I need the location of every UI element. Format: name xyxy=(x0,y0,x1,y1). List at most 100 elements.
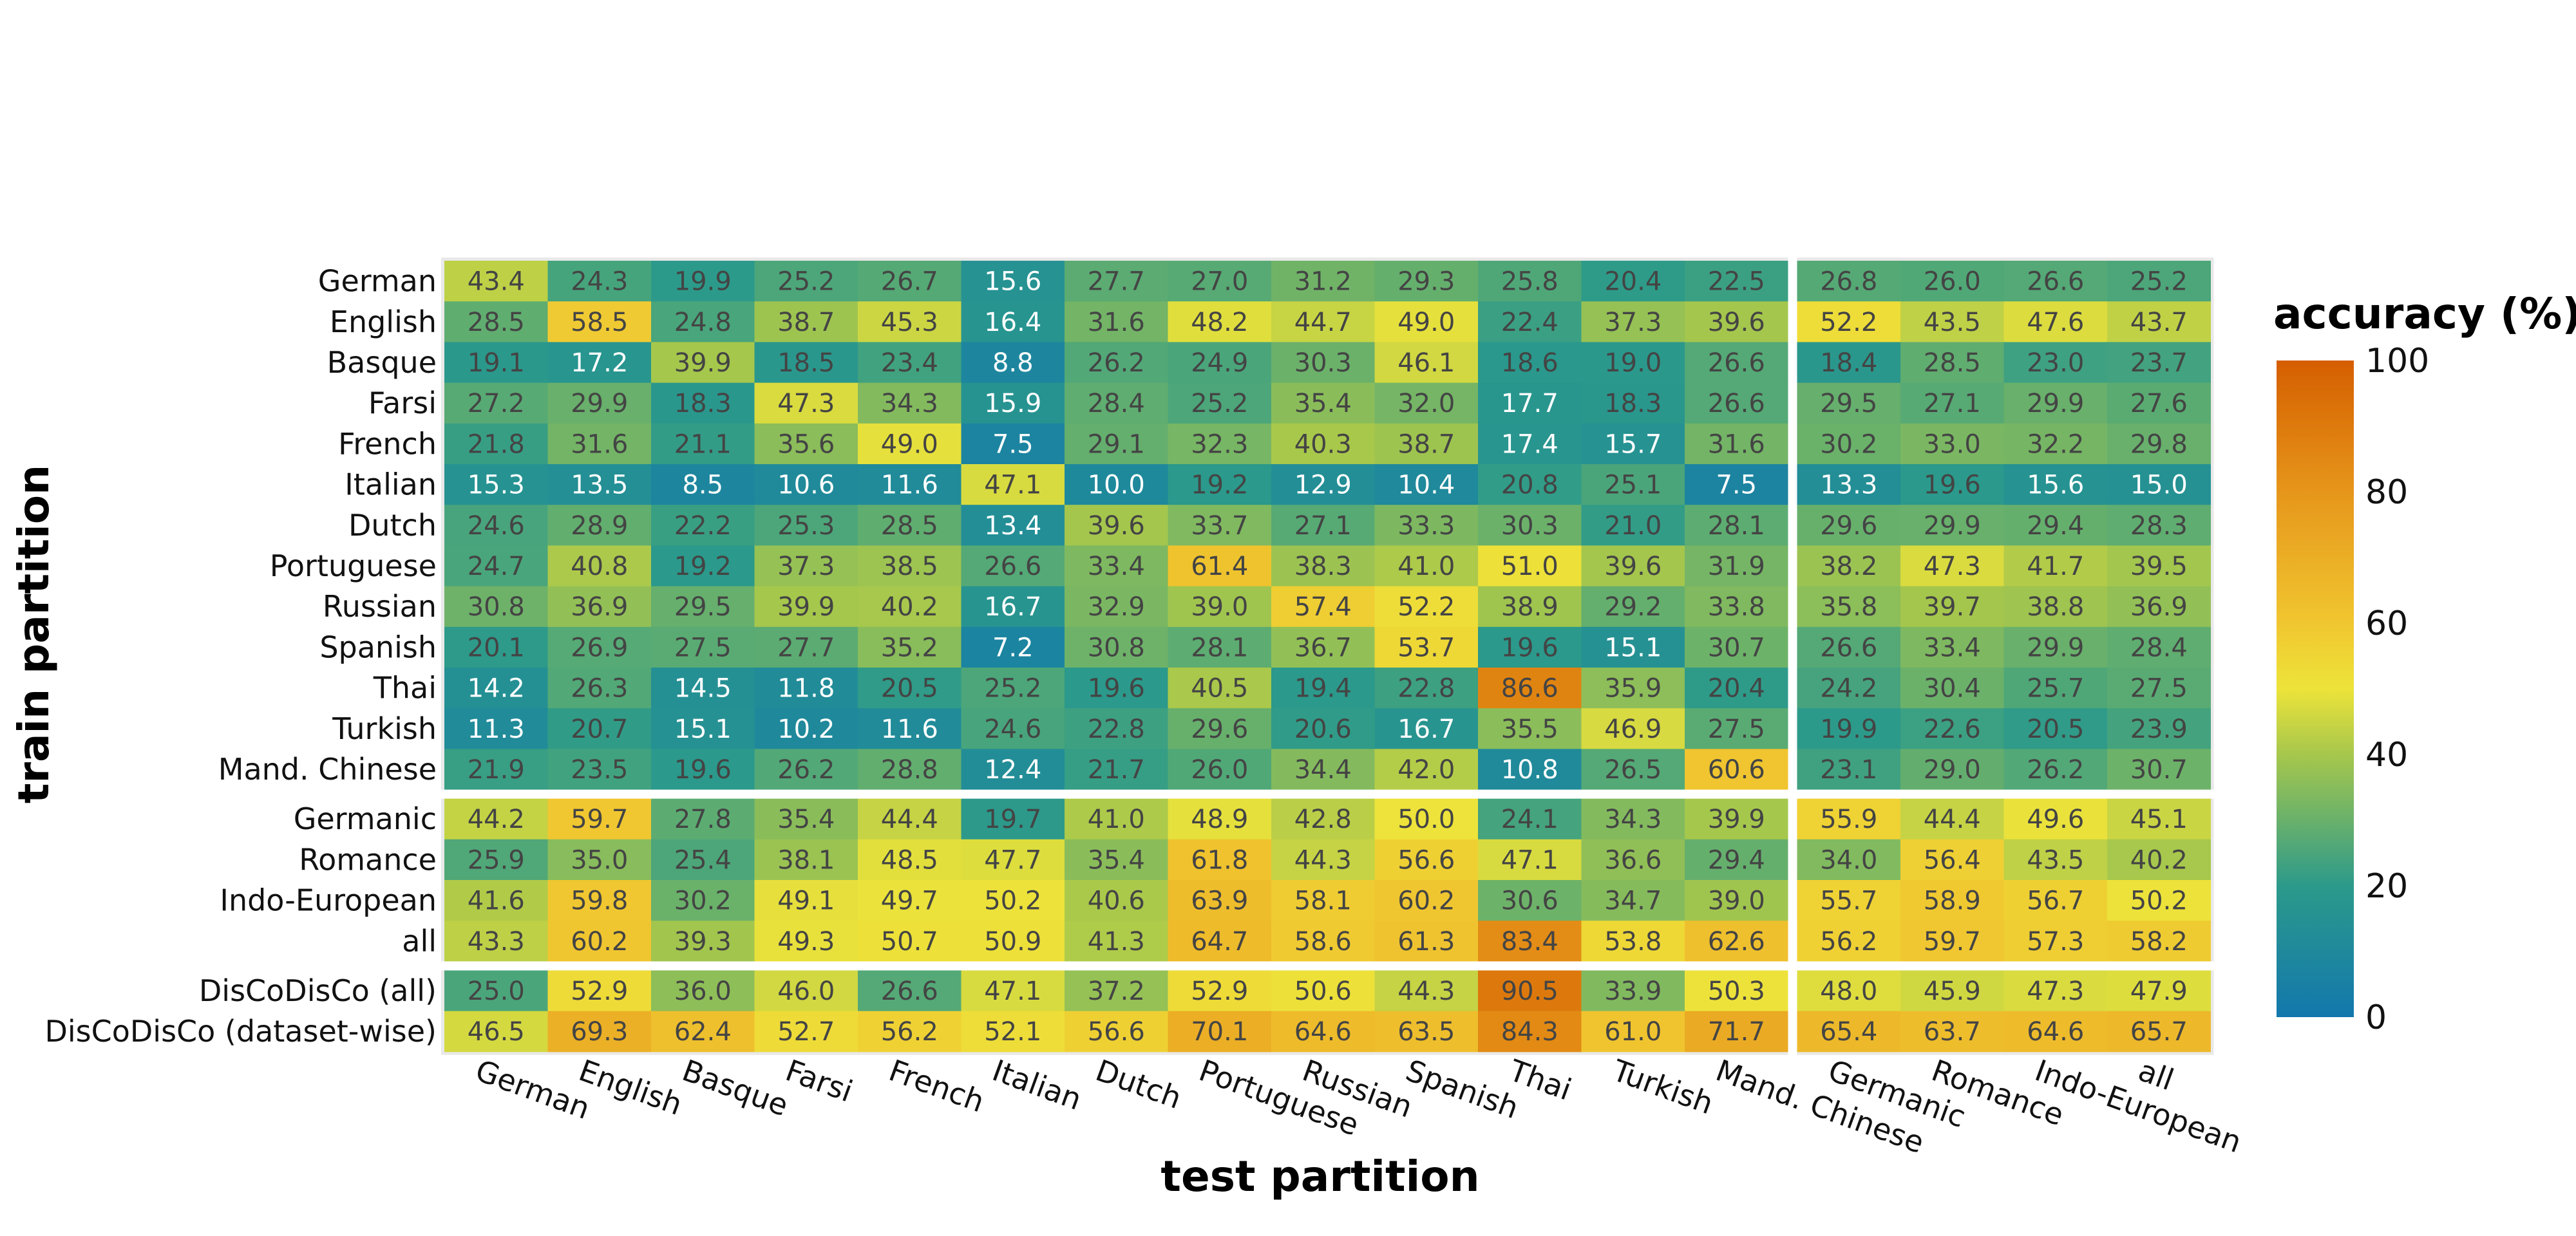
cell-value-label: 30.3 xyxy=(1501,511,1558,541)
cell-value-label: 25.2 xyxy=(2130,267,2188,297)
heatmap-cell xyxy=(1271,464,1375,505)
heatmap-cell xyxy=(1271,970,1375,1012)
cell-value-label: 33.7 xyxy=(1191,511,1248,541)
cell-value-label: 38.7 xyxy=(1397,429,1455,459)
heatmap-cell xyxy=(1478,301,1582,342)
cell-value-label: 51.0 xyxy=(1501,552,1558,581)
heatmap-cell xyxy=(1374,1011,1479,1053)
cell-value-label: 19.0 xyxy=(1604,348,1662,378)
cell-value-label: 24.9 xyxy=(1191,348,1248,378)
heatmap-cell xyxy=(1685,1011,1788,1053)
cell-value-label: 21.1 xyxy=(674,429,732,459)
heatmap-cell xyxy=(2003,261,2108,302)
heatmap-cell xyxy=(1797,423,1901,465)
heatmap-cell xyxy=(1900,880,2004,921)
cell-value-label: 16.7 xyxy=(1397,715,1455,744)
heatmap-cell xyxy=(444,423,548,465)
cell-value-label: 26.7 xyxy=(881,267,938,297)
heatmap-cell xyxy=(1374,880,1479,921)
heatmap-cell xyxy=(651,668,755,709)
x-tick-label: French xyxy=(884,1053,989,1119)
heatmap-cell xyxy=(1374,301,1479,342)
cell-value-label: 43.4 xyxy=(468,267,525,297)
cell-value-label: 71.7 xyxy=(1708,1017,1765,1047)
cell-value-label: 36.7 xyxy=(1294,633,1352,662)
heatmap-cell xyxy=(858,301,961,342)
heatmap-cell xyxy=(1900,545,2004,587)
cell-value-label: 58.9 xyxy=(1924,886,1981,916)
cell-value-label: 29.3 xyxy=(1397,267,1455,297)
cell-value-label: 47.3 xyxy=(777,389,835,418)
heatmap-cell xyxy=(1581,586,1685,628)
cell-value-label: 11.8 xyxy=(777,674,835,704)
cell-value-label: 18.6 xyxy=(1501,348,1558,378)
cell-value-label: 43.7 xyxy=(2130,308,2188,337)
heatmap-cell xyxy=(858,970,961,1012)
heatmap-cell xyxy=(1168,749,1272,791)
heatmap-cell xyxy=(858,342,961,384)
cell-value-label: 69.3 xyxy=(571,1017,628,1047)
cell-value-label: 26.8 xyxy=(1820,267,1877,297)
cell-value-label: 34.7 xyxy=(1604,886,1662,916)
y-tick-label: DisCoDisCo (dataset-wise) xyxy=(44,1014,437,1049)
cell-value-label: 10.2 xyxy=(777,715,835,744)
heatmap-cell xyxy=(1271,880,1375,921)
heatmap-cell xyxy=(2003,749,2108,791)
cell-value-label: 86.6 xyxy=(1501,674,1558,704)
cell-value-label: 33.4 xyxy=(1088,552,1145,581)
heatmap-cell xyxy=(547,921,652,962)
heatmap-cell xyxy=(651,545,755,587)
heatmap-cell xyxy=(444,626,548,668)
heatmap-cell xyxy=(547,382,652,424)
heatmap-cell xyxy=(1685,798,1788,840)
heatmap-cell xyxy=(1374,626,1479,668)
heatmap-cell xyxy=(547,626,652,668)
cell-value-label: 25.3 xyxy=(777,511,835,541)
heatmap-cell xyxy=(1168,342,1272,384)
y-tick-label: Italian xyxy=(345,467,437,502)
heatmap-cell xyxy=(1374,423,1479,465)
cell-value-label: 19.7 xyxy=(984,805,1041,834)
heatmap-cell xyxy=(1168,464,1272,505)
heatmap-cell xyxy=(1271,839,1375,881)
cell-value-label: 52.7 xyxy=(777,1017,835,1047)
heatmap-cell xyxy=(1797,921,1901,962)
cell-value-label: 50.2 xyxy=(984,886,1041,916)
heatmap-cell xyxy=(1581,464,1685,505)
heatmap-cell xyxy=(1900,798,2004,840)
cell-value-label: 19.9 xyxy=(674,267,732,297)
cell-value-label: 25.9 xyxy=(468,845,525,875)
heatmap-cell xyxy=(444,708,548,749)
heatmap-cell xyxy=(961,301,1065,342)
heatmap-cell xyxy=(1478,798,1582,840)
cell-value-label: 39.9 xyxy=(674,348,732,378)
cell-value-label: 63.9 xyxy=(1191,886,1248,916)
x-tick-label: English xyxy=(574,1053,687,1122)
cell-value-label: 29.9 xyxy=(2027,389,2084,418)
cell-value-label: 13.4 xyxy=(984,511,1041,541)
heatmap-cell xyxy=(1685,464,1788,505)
heatmap-cell xyxy=(1271,423,1375,465)
cell-value-label: 39.7 xyxy=(1924,592,1981,622)
cell-value-label: 38.9 xyxy=(1501,592,1558,622)
y-tick-label: German xyxy=(318,264,437,299)
heatmap-cell xyxy=(2003,921,2108,962)
heatmap-cell xyxy=(1065,342,1168,384)
cell-value-label: 28.4 xyxy=(2130,633,2188,662)
heatmap-cell xyxy=(1581,668,1685,709)
cell-value-label: 26.6 xyxy=(984,552,1041,581)
cell-value-label: 21.0 xyxy=(1604,511,1662,541)
cell-value-label: 18.5 xyxy=(777,348,835,378)
heatmap-cell xyxy=(1065,586,1168,628)
heatmap-cell xyxy=(1478,626,1582,668)
heatmap-cell xyxy=(2003,880,2108,921)
x-axis-title: test partition xyxy=(1160,1152,1479,1201)
cell-value-label: 38.2 xyxy=(1820,552,1877,581)
cell-value-label: 41.6 xyxy=(468,886,525,916)
cell-value-label: 35.9 xyxy=(1604,674,1662,704)
cell-value-label: 43.5 xyxy=(1924,308,1981,337)
x-tick-label: Dutch xyxy=(1091,1053,1186,1116)
cell-value-label: 47.1 xyxy=(984,977,1041,1006)
cell-value-label: 59.8 xyxy=(571,886,628,916)
